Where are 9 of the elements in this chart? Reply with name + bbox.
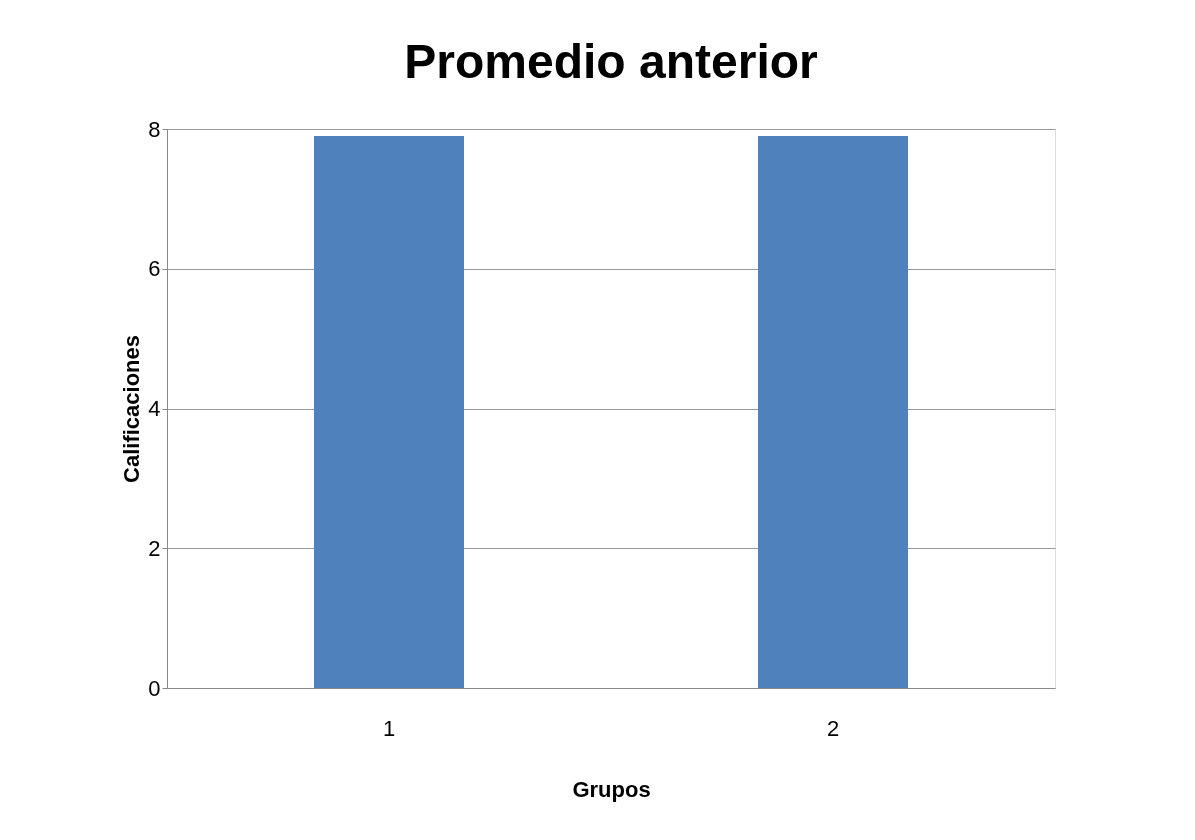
chart-title: Promedio anterior [404, 35, 818, 88]
y-axis-title: Calificaciones [119, 335, 145, 483]
x-axis-title: Grupos [572, 776, 651, 802]
y-tick-label: 6 [148, 256, 161, 282]
y-tick-label: 4 [148, 396, 161, 421]
x-tick-label: 1 [382, 715, 396, 741]
y-tick-label: 0 [148, 675, 161, 701]
y-tick-label: 8 [148, 116, 161, 142]
y-tick-label: 2 [148, 535, 161, 561]
